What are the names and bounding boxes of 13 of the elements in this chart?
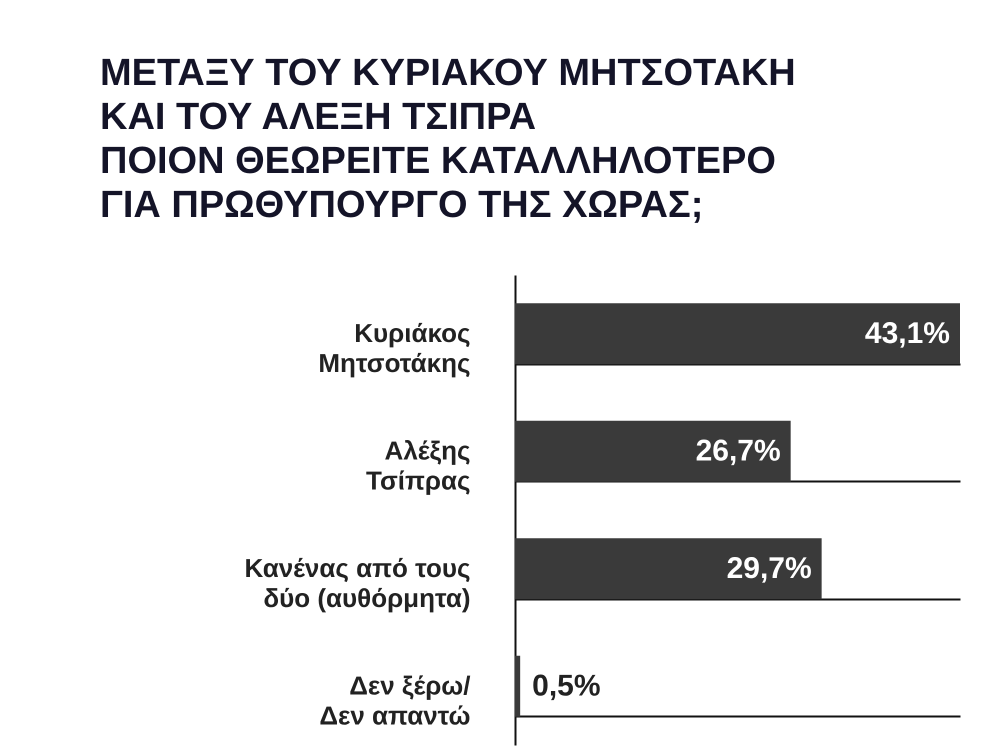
chart-title: ΜΕΤΑΞΥ ΤΟΥ ΚΥΡΙΑΚΟΥ ΜΗΤΣΟΤΑΚΗ ΚΑΙ ΤΟΥ ΑΛΕΞΗ ΤΣΙΠΡΑ ΠΟΙΟΝ ΘΕΩΡΕΙΤΕ ΚΑΤΑΛΛΗΛΟΤΕΡΟ ΓΙΑ ΠΡΩΘΥΠΟΥΡΓΟ ΤΗΣ ΧΩΡΑΣ; [100,52,796,226]
y-tick-label: Κανένας από τους δύο (αυθόρμητα) [244,552,470,613]
data-label: 0,5% [532,669,601,702]
data-label: 29,7% [726,552,812,585]
data-label: 26,7% [696,434,781,468]
bar [515,538,822,600]
bar [515,303,960,364]
data-label: 43,1% [864,316,950,350]
bar [515,420,791,482]
y-tick-label: Κυριάκος Μητσοτάκης [318,318,470,378]
y-tick-label: Αλέξης Τσίπρας [366,435,470,496]
y-tick-label: Δεν ξέρω/ Δεν απαντώ [319,670,470,730]
bar [515,656,520,717]
